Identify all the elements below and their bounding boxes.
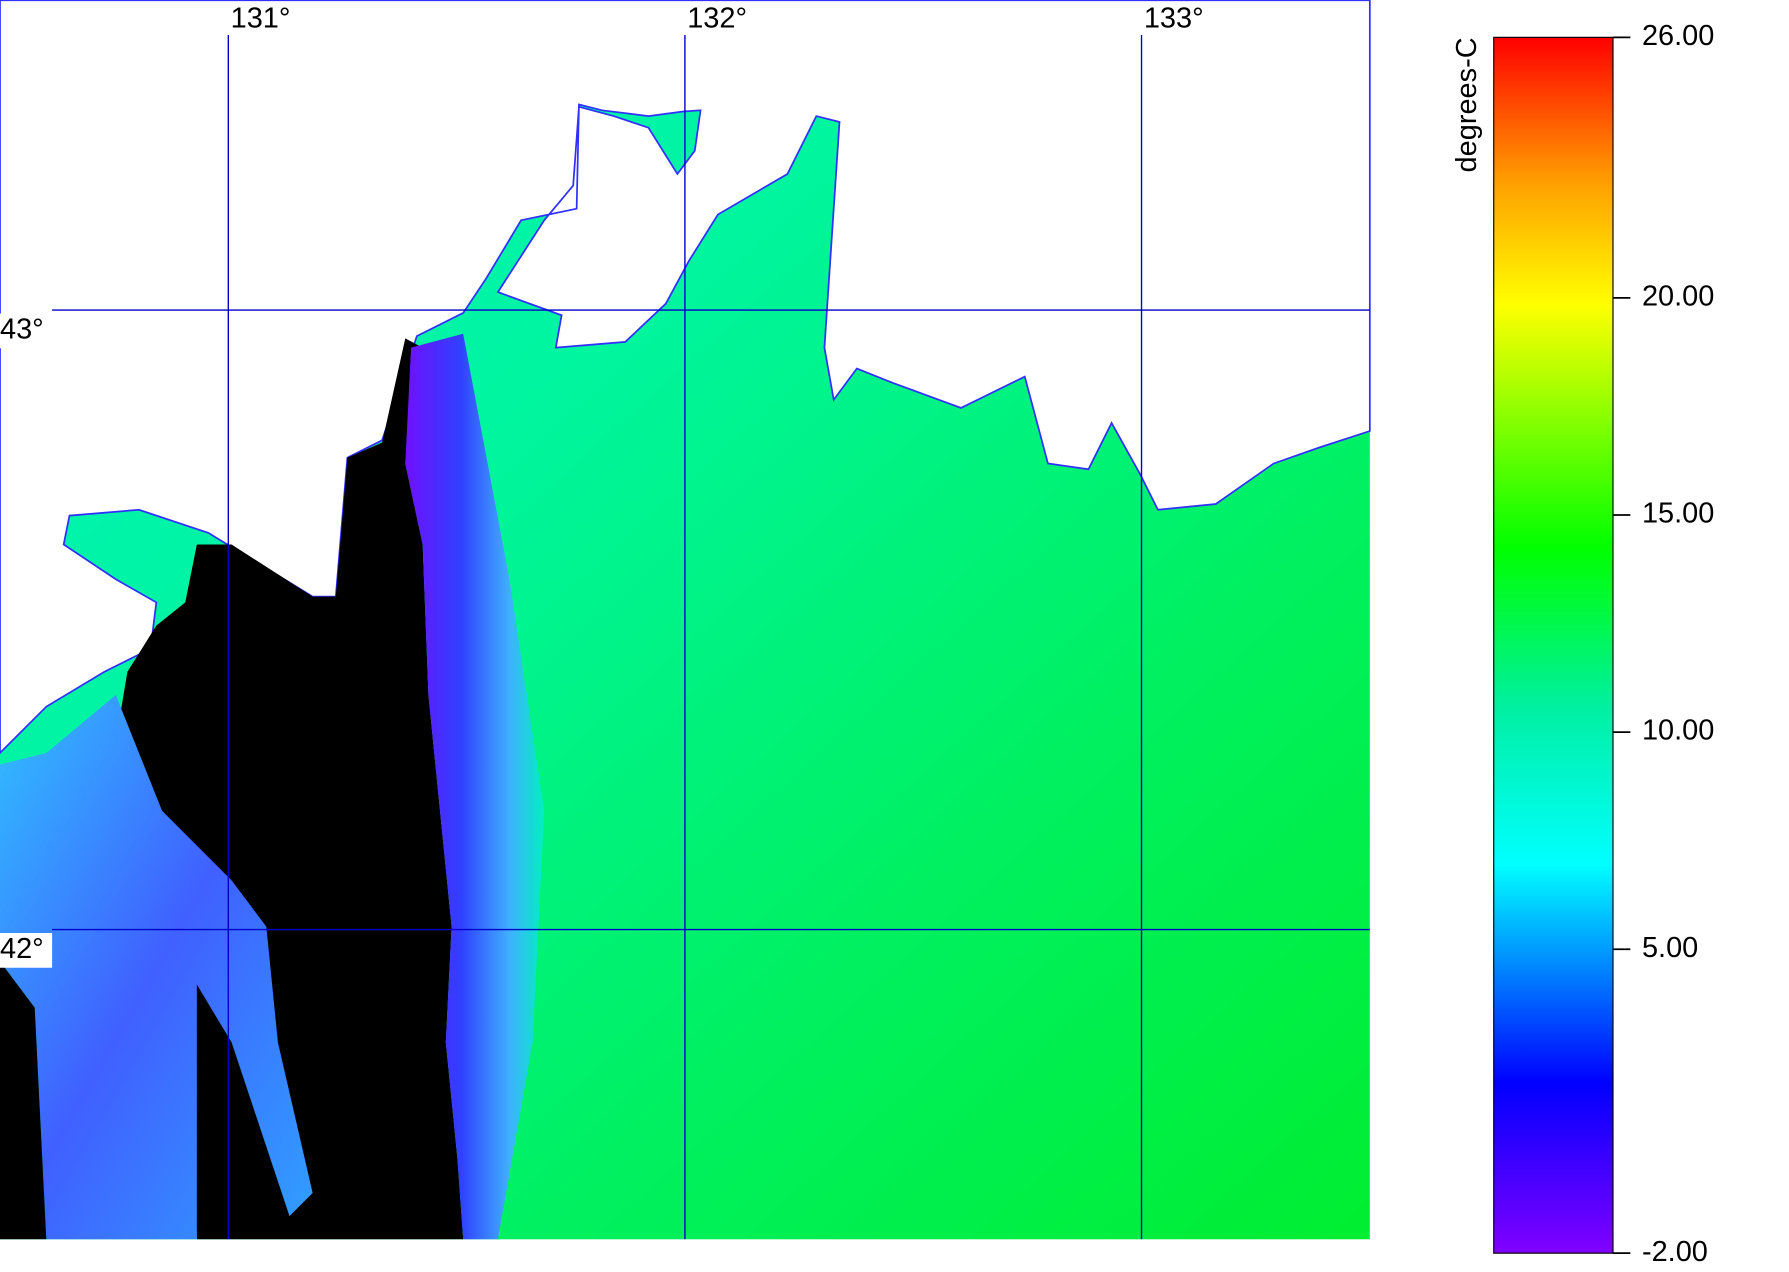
lon-label: 132° [687, 3, 747, 35]
colorbar-tick-label: -2.00 [1642, 1236, 1708, 1268]
cold-strip [405, 333, 545, 1240]
lon-label: 133° [1144, 3, 1204, 35]
lat-label-bg [0, 313, 53, 349]
land [0, 0, 1371, 755]
colorbar-tick-label: 26.00 [1642, 20, 1714, 52]
colorbar-tick-label: 10.00 [1642, 715, 1714, 747]
cold-streaks [0, 695, 313, 1240]
lat-label: 42° [0, 933, 44, 965]
graticule [52, 35, 1370, 1240]
masked-area [0, 961, 47, 1240]
lat-label: 43° [0, 314, 44, 346]
masked-area [115, 338, 464, 1240]
colorbar-tick-label: 15.00 [1642, 498, 1714, 530]
lat-label-bg [0, 933, 53, 968]
colorbar-tick-label: 5.00 [1642, 932, 1698, 964]
colorbar [1493, 36, 1614, 1254]
lon-label: 131° [231, 3, 291, 35]
colorbar-label: degrees-C [1451, 37, 1483, 172]
colorbar-tick-label: 20.00 [1642, 281, 1714, 313]
